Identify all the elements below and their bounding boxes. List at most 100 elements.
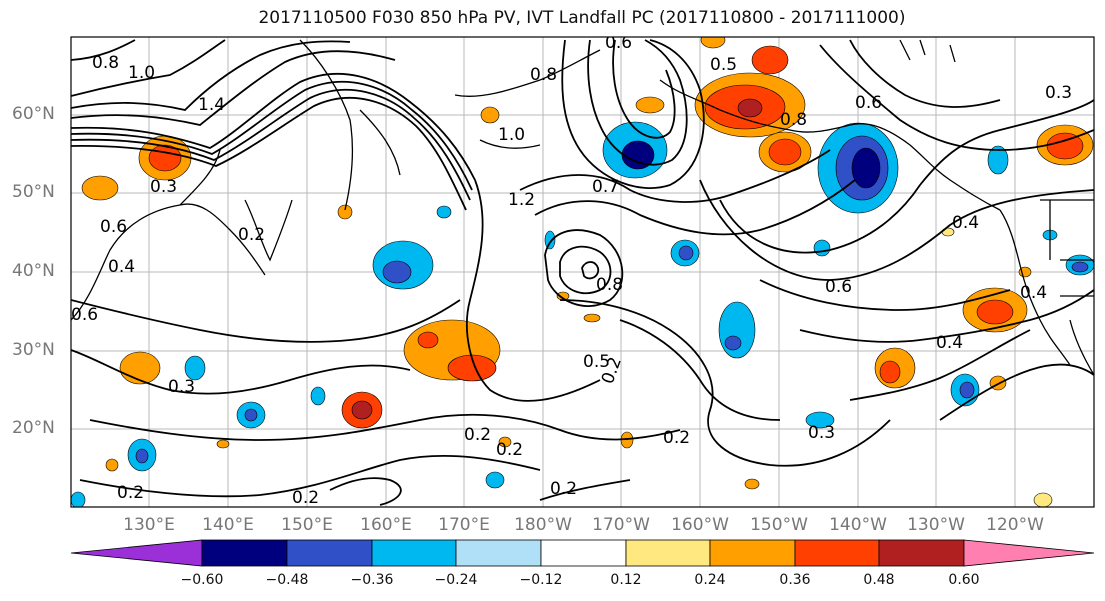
contour-label: 0.2 — [238, 225, 265, 245]
longitude-label: 160°E — [360, 515, 412, 535]
positive-anomaly — [635, 96, 665, 114]
negative-anomaly — [987, 145, 1009, 175]
coastlines — [71, 39, 1094, 376]
negative-anomaly — [718, 301, 756, 359]
contour-label: 0.5 — [583, 352, 610, 372]
negative-anomaly — [184, 355, 206, 381]
colorbar-segment — [455, 539, 542, 567]
positive-anomaly — [480, 106, 500, 124]
colorbar-segment — [540, 539, 627, 567]
negative-anomaly — [135, 448, 149, 464]
contour-label: 0.6 — [855, 93, 882, 113]
contour-label: 0.2 — [464, 425, 491, 445]
contour-label: 0.2 — [292, 488, 319, 508]
contour-label: 0.6 — [605, 33, 632, 53]
negative-anomaly — [244, 408, 258, 422]
gridlines — [71, 37, 1094, 507]
latitude-label: 30°N — [12, 340, 55, 360]
contour-label: 0.2 — [663, 428, 690, 448]
contour-label: 0.3 — [150, 177, 177, 197]
contour-label: 1.0 — [128, 63, 155, 83]
colorbar-tick-label: −0.36 — [350, 572, 394, 588]
negative-anomaly — [544, 230, 556, 250]
longitude-label: 180°W — [514, 515, 572, 535]
latitude-label: 40°N — [12, 261, 55, 281]
map-frame — [70, 36, 1095, 508]
positive-anomaly — [417, 331, 439, 349]
longitude-label: 120°W — [986, 515, 1044, 535]
positive-anomaly — [751, 45, 789, 75]
map-plot-area: 0.8 1.0 1.4 0.6 0.8 0.5 0.8 0.6 0.3 1.0 … — [71, 33, 1094, 508]
colorbar-tick-label: −0.24 — [434, 572, 478, 588]
colorbar-segment — [963, 539, 1095, 567]
longitude-label: 160°W — [671, 515, 729, 535]
positive-anomaly — [768, 138, 802, 166]
negative-anomaly — [805, 411, 835, 429]
contour-label: 0.4 — [108, 257, 135, 277]
colorbar-tick-label: 0.12 — [610, 572, 642, 588]
colorbar-segment — [794, 539, 880, 567]
negative-anomaly — [310, 386, 326, 406]
positive-anomaly — [351, 400, 373, 420]
contour-label: 0.2 — [550, 479, 577, 499]
positive-anomaly — [216, 439, 230, 449]
contour-label: 0.3 — [808, 423, 835, 443]
positive-anomaly — [1033, 492, 1053, 507]
colorbar-tick-label: −0.48 — [265, 572, 309, 588]
colorbar-tick-label: −0.12 — [519, 572, 563, 588]
positive-anomaly — [744, 478, 760, 490]
contour-label: 0.6 — [100, 217, 127, 237]
colorbar-segment — [286, 539, 373, 567]
longitude-label: 150°W — [750, 515, 808, 535]
latitude-label: 60°N — [12, 104, 55, 124]
contour-label: 1.2 — [508, 190, 535, 210]
negative-anomaly — [851, 147, 881, 189]
longitude-label: 170°E — [438, 515, 490, 535]
contour-lines — [71, 39, 1094, 506]
positive-anomaly — [879, 360, 901, 384]
colorbar-segment — [709, 539, 796, 567]
colorbar-segment — [878, 539, 965, 567]
contour-label: 1.4 — [198, 95, 225, 115]
latitude-label: 50°N — [12, 182, 55, 202]
colorbar-segment — [201, 539, 288, 567]
colorbar-tick-label: 0.36 — [779, 572, 811, 588]
latitude-label: 20°N — [12, 418, 55, 438]
contour-label: 0.8 — [596, 275, 623, 295]
contour-label: 0.3 — [1045, 83, 1072, 103]
positive-anomaly — [119, 351, 161, 385]
contour-label: 0.3 — [168, 377, 195, 397]
colorbar-segment — [371, 539, 457, 567]
contour-label: 0.6 — [825, 277, 852, 297]
filled-anomalies — [71, 37, 1094, 507]
contour-label: 0.8 — [92, 53, 119, 73]
contour-label: 1.0 — [498, 125, 525, 145]
contour-label: 0.4 — [952, 213, 979, 233]
positive-anomaly — [737, 98, 763, 118]
colorbar-segment — [625, 539, 711, 567]
positive-anomaly — [337, 204, 353, 220]
contour-label: 0.5 — [710, 55, 737, 75]
contour-label: 0.2 — [496, 440, 523, 460]
negative-anomaly — [724, 335, 742, 351]
longitude-label: 130°E — [123, 515, 175, 535]
negative-anomaly — [382, 260, 412, 284]
colorbar-segment — [70, 539, 203, 567]
contour-label: 0.4 — [936, 333, 963, 353]
positive-anomaly — [700, 37, 726, 49]
negative-anomaly — [1071, 261, 1089, 273]
negative-anomaly — [485, 471, 505, 489]
longitude-label: 150°E — [281, 515, 333, 535]
negative-anomaly — [959, 381, 975, 399]
contour-label: 0.2 — [117, 483, 144, 503]
positive-anomaly — [498, 436, 512, 448]
positive-anomaly — [81, 175, 119, 201]
positive-anomaly — [583, 313, 601, 323]
negative-anomaly — [813, 239, 831, 257]
contour-label: 0.4 — [1020, 283, 1047, 303]
contour-label: 0.6 — [71, 305, 98, 325]
colorbar — [70, 539, 1095, 567]
contour-label-group: 0.8 1.0 1.4 0.6 0.8 0.5 0.8 0.6 0.3 1.0 … — [71, 33, 1072, 508]
colorbar-tick-label: 0.48 — [863, 572, 895, 588]
